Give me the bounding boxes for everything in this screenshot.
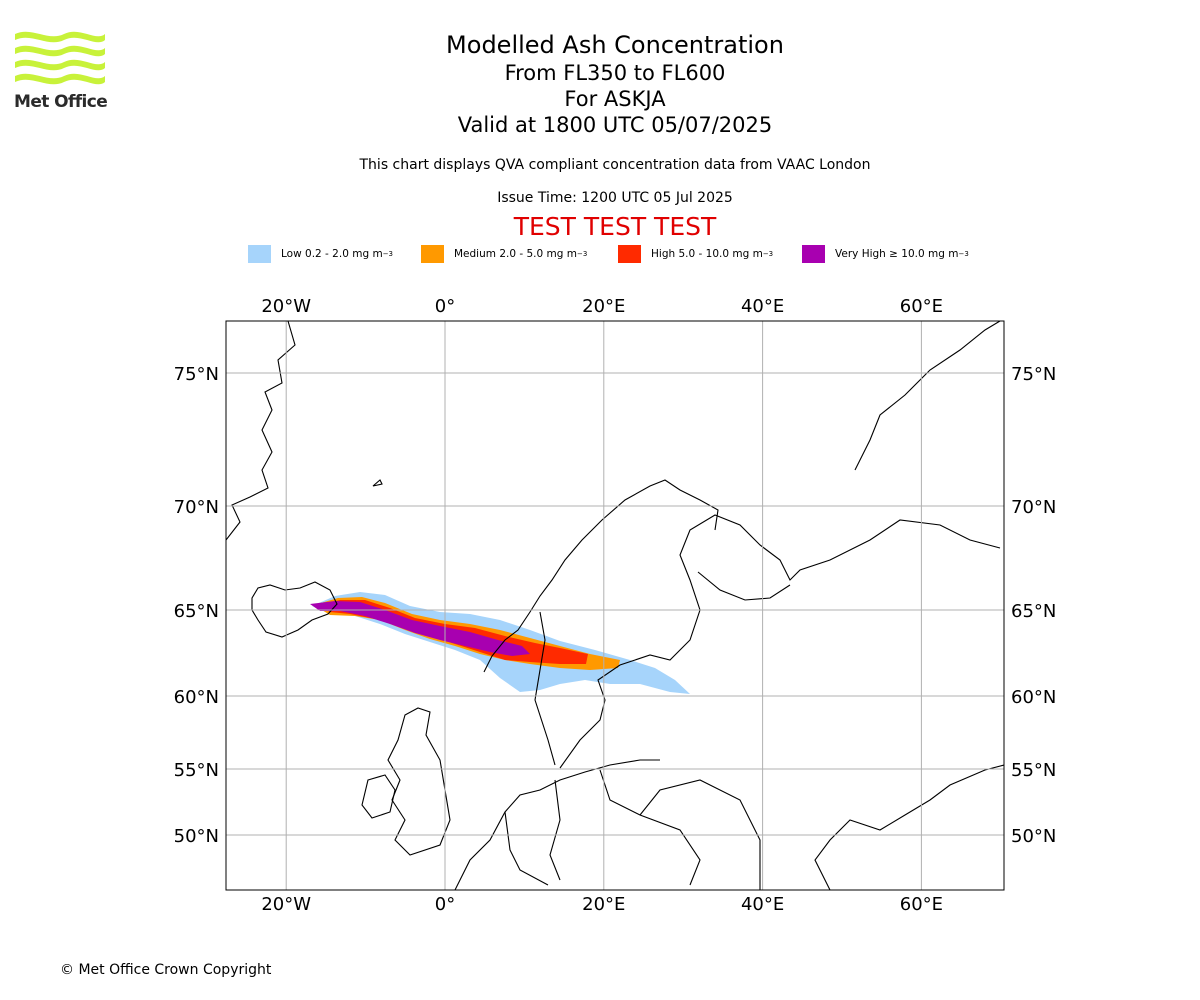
- flight-level-range: From FL350 to FL600: [504, 61, 726, 85]
- chart-description: This chart displays QVA compliant concen…: [359, 157, 871, 173]
- lat-label-right: 65°N: [1011, 601, 1056, 622]
- lat-label-left: 75°N: [174, 364, 219, 385]
- legend-swatch-high: [618, 245, 641, 263]
- ash-plume: [310, 592, 690, 694]
- copyright: © Met Office Crown Copyright: [60, 962, 272, 978]
- chart-title: Modelled Ash Concentration: [446, 31, 784, 59]
- legend-swatch-very-high: [802, 245, 825, 263]
- continent-coast: [454, 759, 660, 890]
- lat-label-left: 70°N: [174, 497, 219, 518]
- legend-item-low: Low 0.2 - 2.0 mg m −3: [248, 244, 393, 264]
- lat-label-right: 70°N: [1011, 497, 1056, 518]
- legend-item-high: High 5.0 - 10.0 mg m −3: [618, 244, 773, 264]
- lat-label-left: 65°N: [174, 601, 219, 622]
- russia-coast-east: [814, 764, 1004, 890]
- issue-time: Issue Time: 1200 UTC 05 Jul 2025: [497, 190, 733, 206]
- lon-label-top: 20°E: [582, 296, 625, 317]
- legend-label-medium: Medium 2.0 - 5.0 mg m: [454, 248, 577, 260]
- greenland-coast: [226, 321, 296, 541]
- legend-item-very-high: Very High ≥ 10.0 mg m −3: [802, 244, 969, 264]
- lon-label-bottom: 20°E: [582, 894, 625, 915]
- lat-label-left: 55°N: [174, 760, 219, 781]
- met-office-logo: [15, 31, 105, 85]
- kola-coast: [697, 571, 791, 601]
- lat-label-right: 50°N: [1011, 826, 1056, 847]
- lon-label-top: 60°E: [900, 296, 943, 317]
- axis-labels: 20°W 20°W 0° 0° 20°E 20°E 40°E 40°E 60°E 60°E 75°N…: [174, 296, 1057, 915]
- lon-label-bottom: 20°W: [261, 894, 311, 915]
- chart-title-block: Modelled Ash Concentration From FL350 to…: [315, 30, 915, 138]
- lat-label-right: 75°N: [1011, 364, 1056, 385]
- legend-label-high: High 5.0 - 10.0 mg m: [651, 248, 763, 260]
- valid-time: Valid at 1800 UTC 05/07/2025: [457, 113, 773, 137]
- test-banner: TEST TEST TEST: [513, 212, 717, 241]
- legend-label-very-high: Very High ≥ 10.0 mg m: [835, 248, 959, 260]
- lat-label-right: 55°N: [1011, 760, 1056, 781]
- lon-label-bottom: 0°: [435, 894, 455, 915]
- legend-item-medium: Medium 2.0 - 5.0 mg m −3: [421, 244, 587, 264]
- lon-label-top: 0°: [435, 296, 455, 317]
- novaya-zemlya-coast: [854, 321, 1001, 471]
- lat-label-right: 60°N: [1011, 687, 1056, 708]
- lat-label-left: 50°N: [174, 826, 219, 847]
- lon-label-bottom: 60°E: [900, 894, 943, 915]
- iceland-coast: [251, 581, 338, 638]
- gb-coast: [387, 707, 451, 856]
- lon-label-top: 20°W: [261, 296, 311, 317]
- gridlines: [226, 321, 1004, 890]
- legend-swatch-medium: [421, 245, 444, 263]
- lon-label-bottom: 40°E: [741, 894, 784, 915]
- legend-label-low: Low 0.2 - 2.0 mg m: [281, 248, 383, 260]
- svalbard-islet: [372, 479, 383, 487]
- ireland-coast: [361, 774, 396, 819]
- ash-area-very-high: [310, 601, 530, 656]
- map-frame: [225, 320, 1005, 891]
- lon-label-top: 40°E: [741, 296, 784, 317]
- central-europe-borders: [504, 769, 761, 890]
- norway-coast: [483, 479, 719, 673]
- logo-text: Met Office: [14, 92, 108, 112]
- baltic-coast: [559, 514, 1001, 769]
- volcano-name: For ASKJA: [564, 87, 666, 111]
- sweden-finland-border: [534, 611, 556, 766]
- legend-swatch-low: [248, 245, 271, 263]
- lat-label-left: 60°N: [174, 687, 219, 708]
- coastlines: [226, 321, 1004, 890]
